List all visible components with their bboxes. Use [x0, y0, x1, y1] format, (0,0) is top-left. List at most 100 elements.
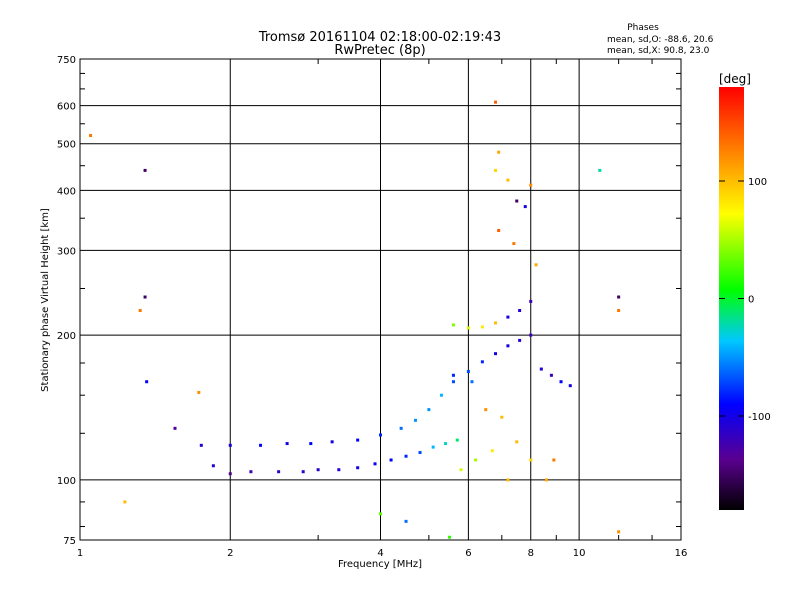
data-point — [285, 442, 289, 446]
data-point — [497, 150, 501, 154]
data-point — [451, 373, 455, 377]
data-point — [523, 205, 527, 209]
data-point — [466, 326, 470, 330]
data-point — [373, 462, 377, 466]
data-points — [89, 100, 621, 539]
data-point — [197, 390, 201, 394]
data-point — [404, 519, 408, 523]
data-point — [515, 199, 519, 203]
data-point — [512, 242, 516, 246]
data-point — [379, 433, 382, 437]
data-point — [138, 309, 142, 313]
data-point — [451, 323, 455, 327]
data-point — [529, 333, 533, 337]
x-tick-labels: 1 2 4 6 8 10 16 — [77, 548, 688, 559]
data-point — [123, 500, 127, 504]
y-tick-label: 600 — [57, 102, 76, 113]
data-point — [173, 426, 177, 430]
colorbar-tick-label: -100 — [748, 412, 771, 423]
x-tick-label: 4 — [377, 548, 383, 559]
y-tick-label: 500 — [57, 140, 76, 151]
data-point — [277, 470, 281, 474]
axis-tick-marks — [80, 59, 681, 540]
data-point — [500, 415, 504, 419]
data-point — [143, 168, 147, 172]
x-tick-label: 10 — [573, 548, 586, 559]
data-point — [413, 418, 417, 422]
data-point — [356, 438, 360, 442]
x-tick-label: 2 — [227, 548, 233, 559]
data-point — [534, 263, 538, 267]
data-point — [568, 384, 572, 388]
y-tick-label: 200 — [57, 331, 76, 342]
data-point — [494, 100, 498, 104]
data-point — [506, 178, 510, 182]
y-axis-label: Stationary phase Virtual Height [km] — [40, 208, 51, 392]
data-point — [448, 535, 452, 539]
data-point — [145, 380, 149, 384]
data-point — [249, 470, 253, 474]
legend-title: Phases — [627, 23, 659, 33]
data-point — [440, 393, 444, 397]
x-axis-label: Frequency [MHz] — [338, 559, 422, 570]
y-tick-label: 75 — [63, 536, 76, 547]
data-point — [89, 134, 93, 138]
data-point — [379, 512, 382, 516]
data-point — [539, 367, 543, 371]
data-point — [529, 183, 533, 187]
data-point — [470, 380, 474, 384]
chart-title: Tromsø 20161104 02:18:00-02:19:43 — [258, 30, 501, 45]
data-point — [459, 468, 463, 472]
data-point — [466, 370, 470, 374]
y-tick-labels: 75 100 200 300 400 500 600 750 — [57, 55, 76, 547]
plot-frame — [79, 58, 682, 541]
y-tick-label: 750 — [57, 55, 76, 66]
y-tick-label: 300 — [57, 246, 76, 257]
colorbar-label: [deg] — [719, 72, 751, 86]
data-point — [228, 443, 232, 447]
x-tick-label: 8 — [528, 548, 534, 559]
data-point — [518, 309, 522, 313]
data-point — [598, 168, 602, 172]
data-point — [259, 443, 263, 447]
data-point — [494, 321, 498, 325]
data-point — [316, 468, 320, 472]
data-point — [418, 451, 422, 455]
data-point — [494, 168, 498, 172]
data-point — [455, 438, 459, 442]
data-point — [211, 464, 215, 468]
data-point — [330, 440, 334, 444]
data-point — [506, 344, 510, 348]
data-point — [228, 472, 232, 476]
chart-subtitle: RwPretec (8p) — [334, 43, 425, 58]
data-point — [404, 454, 408, 458]
data-point — [506, 315, 510, 319]
data-point — [389, 458, 393, 462]
data-point — [494, 352, 498, 356]
data-point — [515, 440, 519, 444]
data-point — [473, 458, 477, 462]
colorbar-tick-label: 0 — [748, 295, 754, 306]
data-point — [356, 466, 360, 470]
data-point — [529, 299, 533, 303]
data-point — [143, 295, 147, 299]
data-point — [337, 468, 341, 472]
data-point — [617, 530, 621, 534]
data-point — [301, 470, 305, 474]
y-tick-label: 400 — [57, 186, 76, 197]
data-point — [559, 380, 563, 384]
data-point — [490, 449, 494, 453]
data-point — [427, 408, 431, 412]
data-point — [309, 442, 313, 446]
data-point — [444, 442, 448, 446]
data-point — [497, 228, 501, 232]
data-point — [399, 426, 403, 430]
data-point — [544, 478, 548, 482]
data-point — [506, 478, 510, 482]
data-point — [480, 325, 484, 329]
data-point — [617, 295, 621, 299]
x-tick-label: 16 — [675, 548, 688, 559]
legend-line-o: mean, sd,O: -88.6, 20.6 — [607, 35, 714, 45]
